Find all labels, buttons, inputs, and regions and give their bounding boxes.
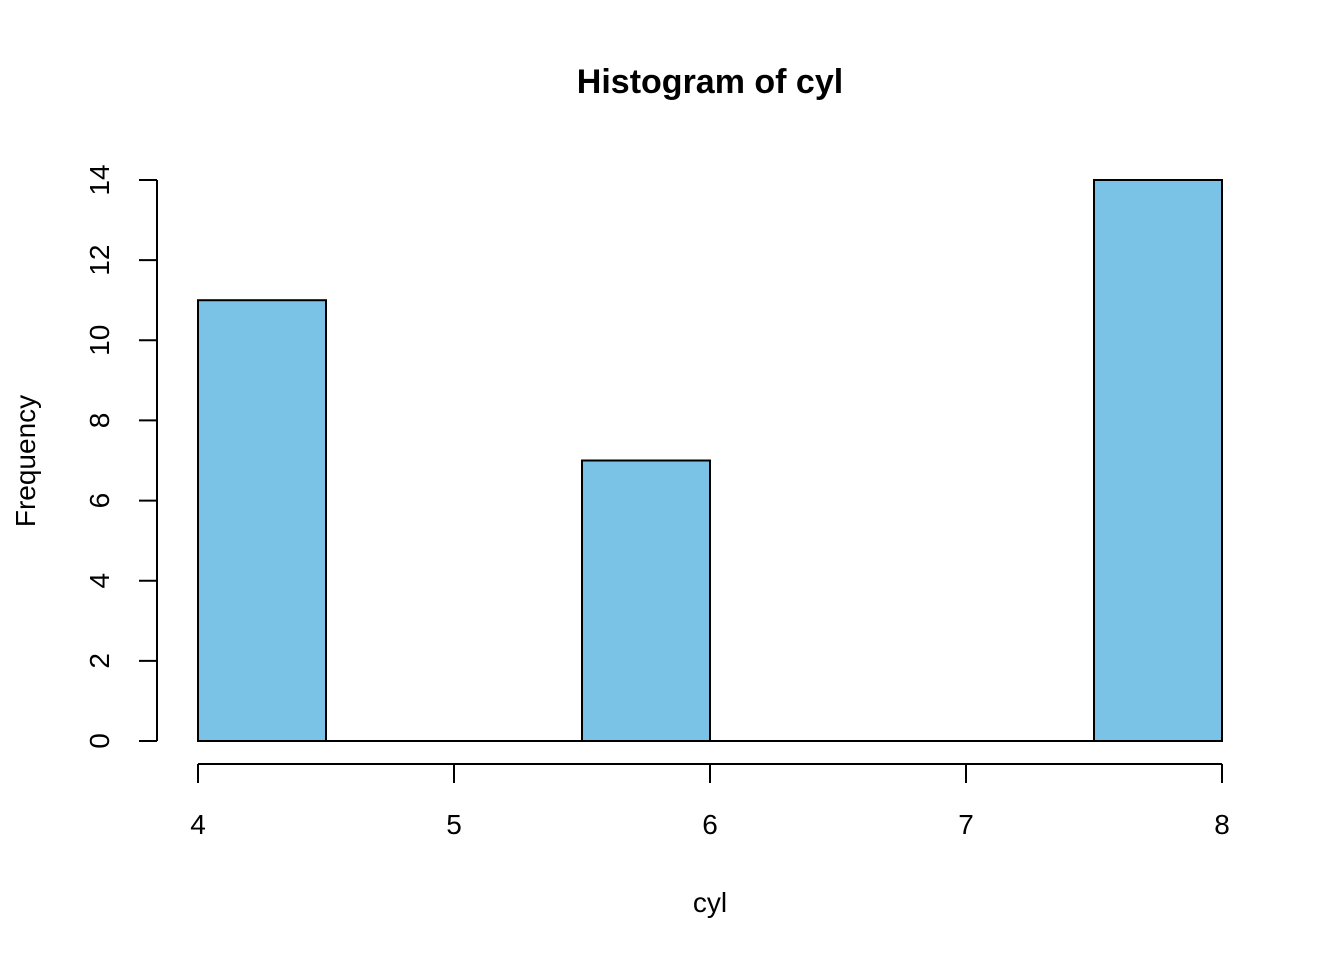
- y-tick-label: 0: [84, 733, 115, 749]
- y-tick-label: 6: [84, 493, 115, 509]
- y-tick-label: 2: [84, 653, 115, 669]
- y-tick-label: 8: [84, 413, 115, 429]
- y-tick-label: 12: [84, 245, 115, 276]
- bars-layer: [197, 179, 1223, 742]
- chart-title: Histogram of cyl: [577, 63, 843, 101]
- x-tick-label: 4: [190, 809, 206, 840]
- histogram-bar: [197, 299, 327, 742]
- histogram-bar: [1093, 179, 1223, 742]
- y-axis-label: Frequency: [10, 395, 41, 527]
- y-tick-label: 10: [84, 325, 115, 356]
- x-axis-label: cyl: [693, 887, 727, 918]
- x-axis: 4 5 6 7 8: [190, 763, 1230, 840]
- histogram-bar: [581, 459, 711, 742]
- y-tick-label: 14: [84, 164, 115, 195]
- x-tick-label: 7: [958, 809, 974, 840]
- x-tick-label: 8: [1214, 809, 1230, 840]
- y-tick-label: 4: [84, 573, 115, 589]
- y-axis: 0 2 4 6 8 10 12 14: [84, 164, 158, 749]
- x-tick-label: 5: [446, 809, 462, 840]
- x-tick-label: 6: [702, 809, 718, 840]
